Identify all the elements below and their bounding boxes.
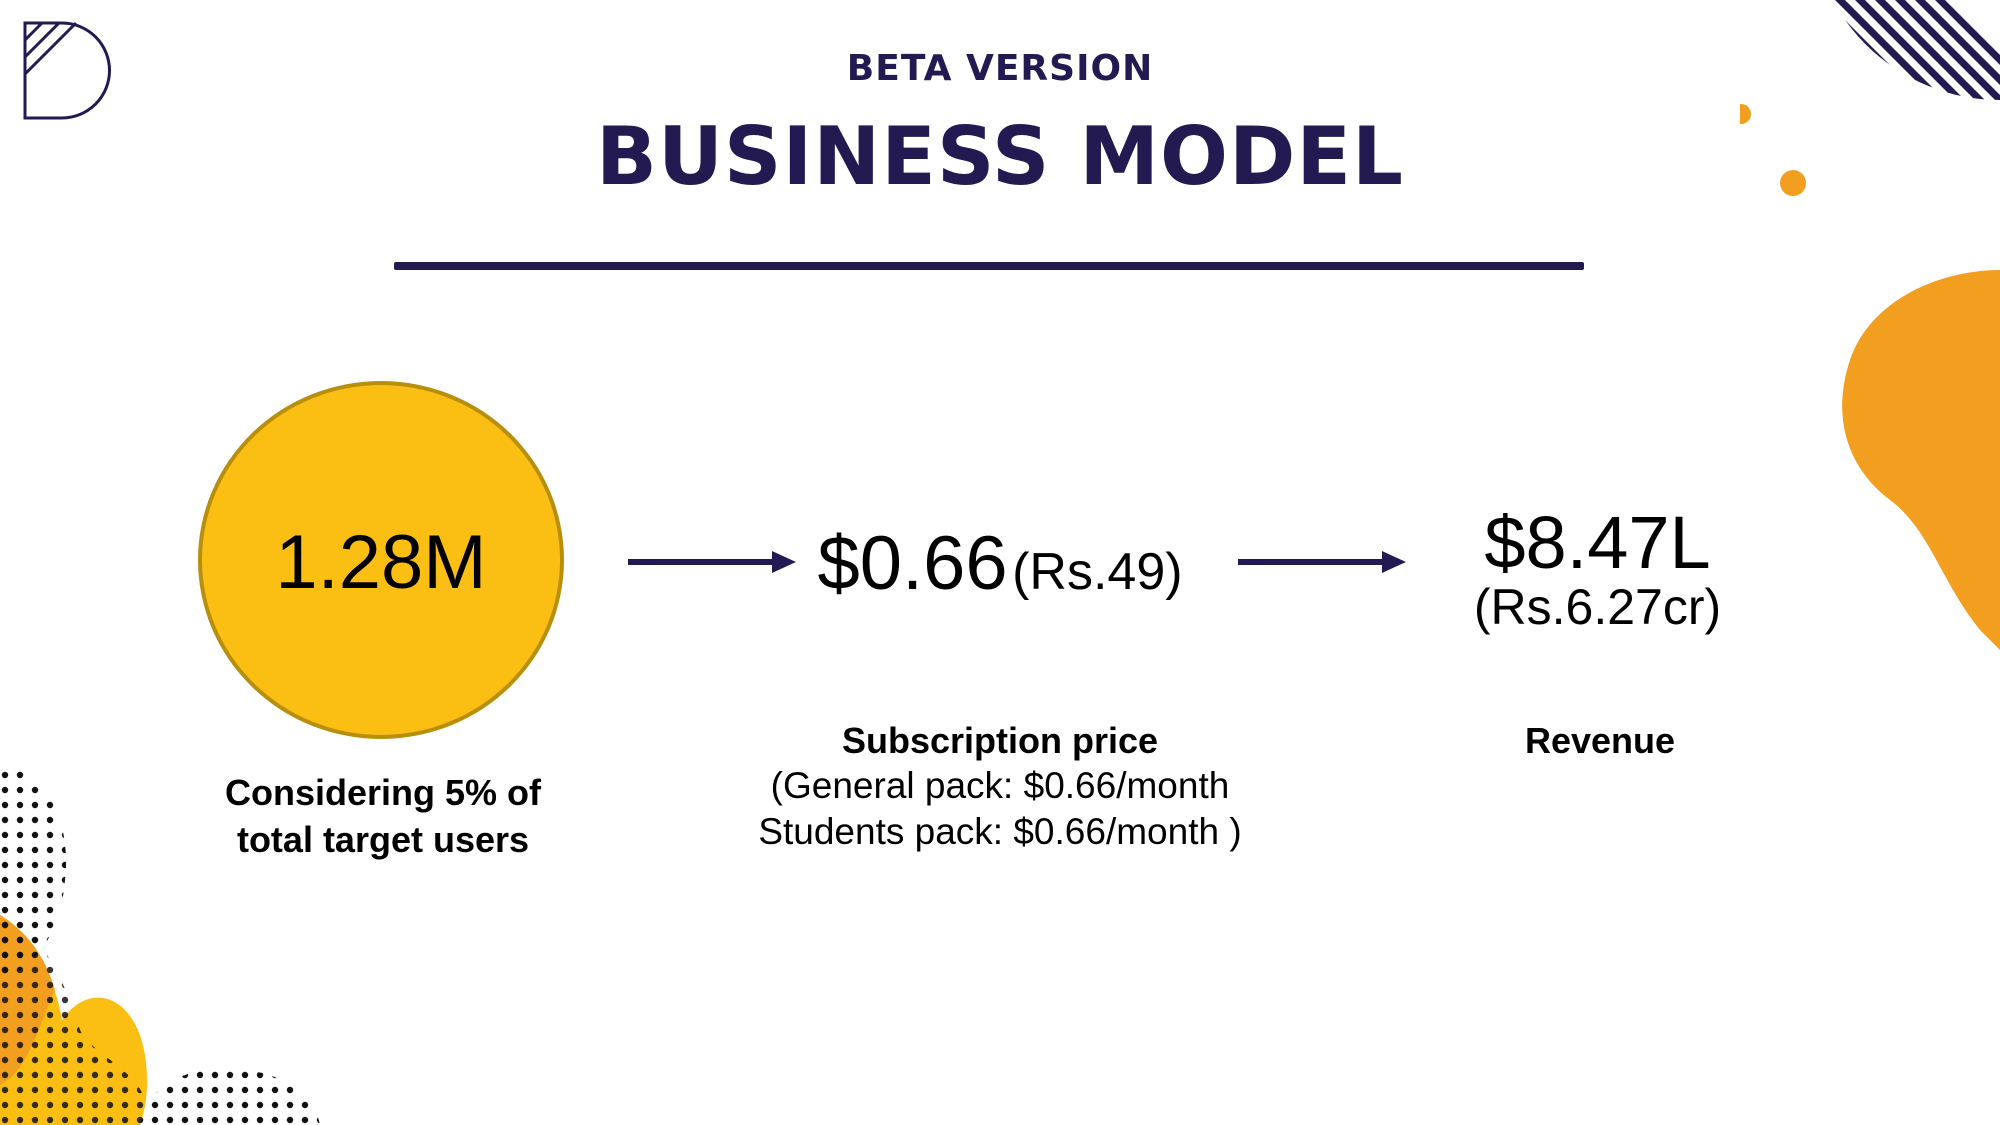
subscription-caption-title: Subscription price (841, 720, 1159, 761)
subscription-value-local: (Rs.49) (1012, 543, 1183, 601)
decor-bottom-left (0, 765, 320, 1125)
users-caption-line2: total target users (236, 819, 530, 860)
revenue-value-local: (Rs.6.27cr) (1473, 579, 1722, 635)
subscription-caption-line1: (General pack: $0.66/month (770, 765, 1230, 806)
subscription-value: $0.66 (817, 521, 1008, 606)
page-title: BUSINESS MODEL (595, 110, 1405, 203)
arrow-right-icon (628, 551, 796, 573)
users-value: 1.28M (275, 520, 487, 605)
users-caption-line1: Considering 5% of (224, 772, 542, 813)
arrow-right-icon (1238, 551, 1406, 573)
title-underline (394, 262, 1584, 270)
subscription-value-group: $0.66 (Rs.49) (780, 520, 1220, 607)
decor-top-right (1740, 0, 2000, 650)
brand-logo (23, 21, 111, 120)
revenue-caption-title: Revenue (1524, 720, 1676, 761)
eyebrow-text: BETA VERSION (846, 48, 1154, 89)
revenue-value: $8.47L (1484, 501, 1711, 584)
users-circle (198, 381, 564, 739)
subscription-caption-line2: Students pack: $0.66/month ) (758, 811, 1242, 852)
